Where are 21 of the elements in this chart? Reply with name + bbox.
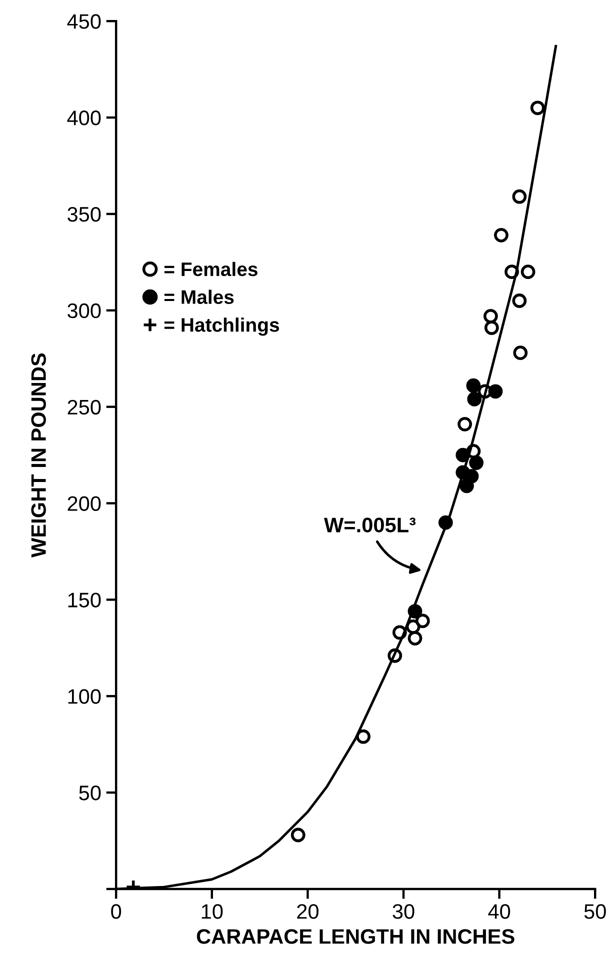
legend-label: = Hatchlings: [164, 318, 280, 336]
legend-label: = Females: [164, 262, 258, 276]
x-tick-label: 20: [297, 904, 318, 919]
x-tick-label: 50: [584, 904, 606, 919]
x-tick-label: 0: [111, 904, 122, 919]
y-tick-label: 200: [68, 496, 101, 512]
legend-label: = Males: [164, 290, 234, 304]
y-tick-label: 350: [68, 206, 101, 222]
y-tick-label: 400: [67, 110, 101, 126]
y-tick-label: 450: [67, 14, 101, 29]
x-tick-label: 30: [392, 904, 414, 919]
y-tick-label: 50: [79, 786, 101, 800]
y-tick-label: 100: [68, 689, 101, 704]
y-tick-label: 250: [68, 400, 101, 415]
y-tick-label: 300: [68, 303, 101, 318]
x-axis-title: CARAPACE LENGTH IN INCHES: [196, 929, 514, 944]
x-tick-label: 40: [488, 904, 510, 919]
annotation: W=.005L³: [324, 518, 416, 532]
y-tick-label: 150: [68, 592, 101, 608]
x-tick-label: 10: [202, 904, 223, 919]
y-axis-title: WEIGHT IN POUNDS: [31, 353, 46, 558]
